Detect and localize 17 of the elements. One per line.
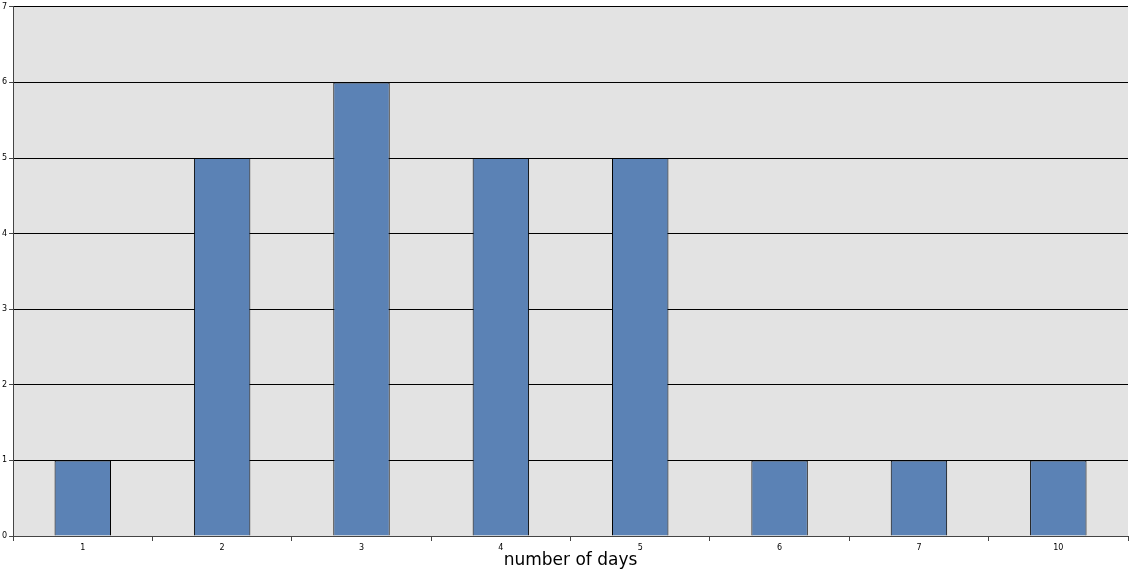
y-tick-label: 1 bbox=[2, 455, 8, 465]
y-tick-label: 5 bbox=[2, 153, 8, 163]
x-tick-label: 6 bbox=[777, 542, 783, 552]
x-tick-label: 4 bbox=[498, 542, 504, 552]
y-tick-label: 6 bbox=[2, 77, 8, 87]
y-tick-label: 2 bbox=[2, 379, 8, 389]
y-tick-label: 4 bbox=[2, 228, 8, 238]
x-tick-label: 3 bbox=[358, 542, 365, 552]
y-tick-label: 7 bbox=[2, 1, 8, 11]
x-tick-label: 1 bbox=[80, 542, 86, 552]
y-tick-label: 3 bbox=[2, 304, 8, 314]
y-tick-label: 0 bbox=[2, 531, 8, 541]
x-axis-title: number of days bbox=[503, 549, 638, 570]
x-tick-label: 7 bbox=[916, 542, 922, 552]
x-tick-label: 10 bbox=[1053, 542, 1064, 552]
x-tick-label: 5 bbox=[637, 542, 643, 552]
x-tick-label: 2 bbox=[219, 542, 225, 552]
